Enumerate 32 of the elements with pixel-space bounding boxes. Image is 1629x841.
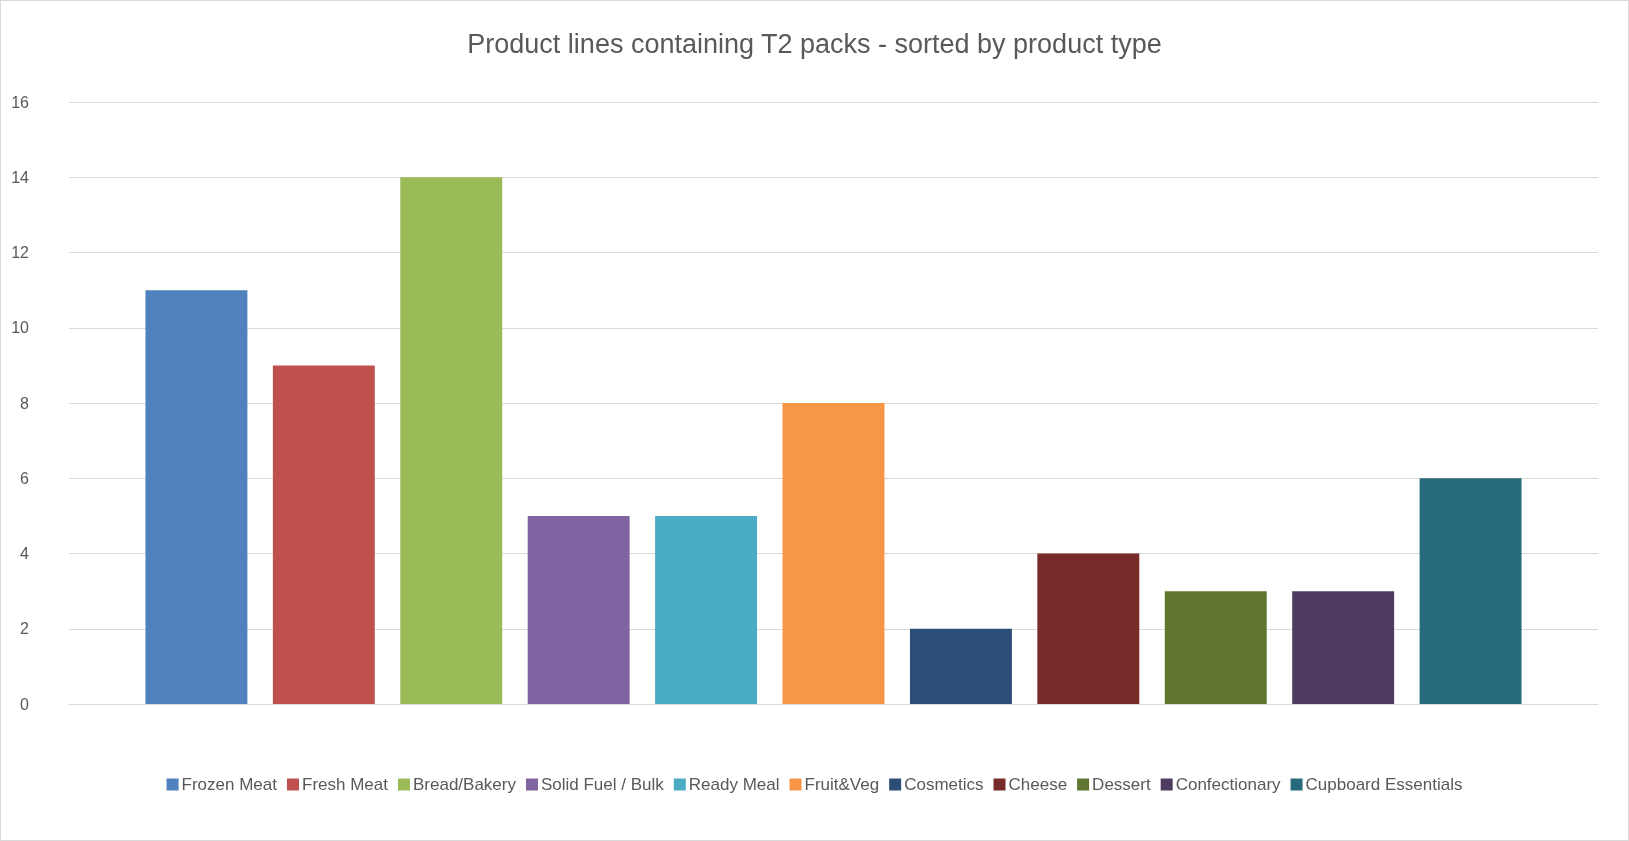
bar bbox=[272, 365, 375, 704]
bar bbox=[400, 177, 503, 704]
legend-label: Cosmetics bbox=[904, 775, 984, 794]
legend-label: Ready Meal bbox=[688, 775, 780, 794]
bar bbox=[655, 515, 758, 704]
legend-label: Fruit&Veg bbox=[804, 775, 880, 794]
y-tick-label: 4 bbox=[20, 545, 30, 562]
bar bbox=[145, 290, 248, 704]
y-tick-label: 14 bbox=[11, 168, 30, 186]
legend-label: Dessert bbox=[1092, 775, 1151, 794]
y-tick-label: 0 bbox=[20, 695, 30, 713]
legend-label: Fresh Meat bbox=[302, 775, 389, 794]
legend-label: Frozen Meat bbox=[181, 775, 278, 794]
legend-label: Bread/Bakery bbox=[412, 775, 517, 794]
y-tick-label: 16 bbox=[11, 93, 30, 111]
legend-label: Solid Fuel / Bulk bbox=[540, 775, 665, 794]
y-tick-label: 12 bbox=[11, 244, 30, 261]
legend-label: Confectionary bbox=[1175, 775, 1282, 794]
bar bbox=[1164, 591, 1267, 704]
bar bbox=[782, 403, 885, 704]
legend-label: Cupboard Essentials bbox=[1305, 775, 1463, 794]
bar bbox=[1419, 478, 1522, 704]
bar bbox=[1037, 553, 1140, 704]
bar bbox=[1292, 591, 1395, 704]
chart-title: Product lines containing T2 packs - sorted by product type bbox=[467, 28, 1162, 59]
y-tick-label: 10 bbox=[11, 319, 30, 337]
y-tick-label: 8 bbox=[20, 394, 30, 412]
bar bbox=[909, 628, 1012, 704]
bar bbox=[527, 515, 630, 704]
legend-label: Cheese bbox=[1008, 775, 1068, 794]
y-tick-label: 6 bbox=[20, 469, 30, 487]
y-tick-label: 2 bbox=[20, 620, 30, 638]
